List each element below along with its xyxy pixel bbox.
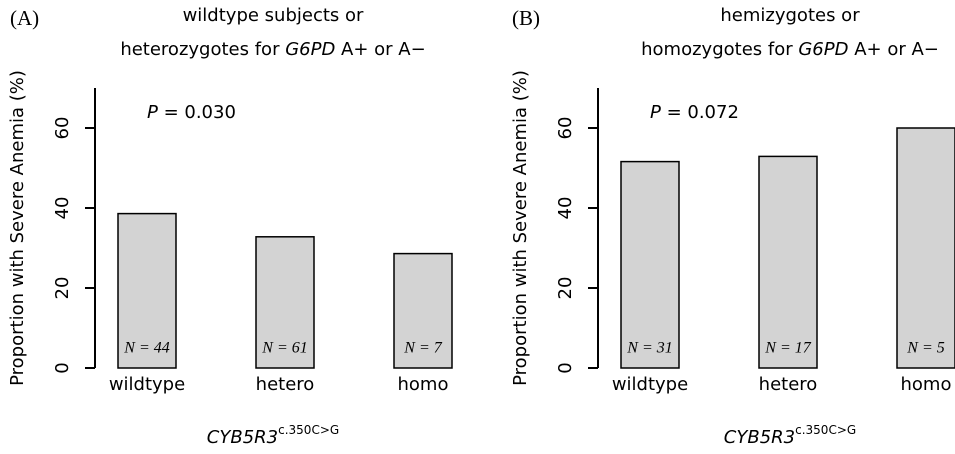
- annotation-part: P: [147, 102, 158, 123]
- x-axis-label: CYB5R3c.350C>G: [207, 423, 339, 449]
- annotation: P = 0.030: [147, 102, 236, 123]
- annotation-part: P: [650, 102, 661, 123]
- bar: [393, 252, 453, 369]
- title-part: G6PD: [798, 39, 848, 60]
- y-tick-label: 60: [555, 117, 576, 140]
- y-axis-label: Proportion with Severe Anemia (%): [7, 70, 28, 386]
- bar: [758, 155, 818, 369]
- annotation: P = 0.072: [650, 102, 739, 123]
- title-part: A+ or A−: [848, 39, 938, 60]
- x-tick-label: homo: [901, 374, 952, 395]
- y-tick-label: 0: [52, 362, 73, 373]
- title-line: wildtype subjects or: [183, 5, 364, 26]
- panel-label: (B): [512, 6, 540, 30]
- title-part: heterozygotes for: [120, 39, 285, 60]
- y-tick-label: 60: [52, 117, 73, 140]
- y-tick-label: 40: [52, 197, 73, 220]
- annotation-part: = 0.030: [158, 102, 236, 123]
- x-axis-label-sup: c.350C>G: [278, 423, 339, 437]
- y-tick-label: 40: [555, 197, 576, 220]
- value-label: N = 17: [764, 340, 811, 357]
- title-part: A+ or A−: [335, 39, 425, 60]
- title-part: homozygotes for: [641, 39, 798, 60]
- x-tick-label: wildtype: [612, 374, 688, 395]
- y-tick-label: 20: [52, 277, 73, 300]
- y-axis-label: Proportion with Severe Anemia (%): [510, 70, 531, 386]
- value-label: N = 31: [626, 340, 672, 357]
- value-label: N = 61: [261, 340, 307, 357]
- title-line: hemizygotes or: [720, 5, 860, 26]
- x-axis-label-main: CYB5R3: [724, 427, 795, 448]
- title-line: homozygotes for G6PD A+ or A−: [641, 39, 939, 60]
- y-tick-label: 20: [555, 277, 576, 300]
- title-part: G6PD: [285, 39, 335, 60]
- x-axis-label: CYB5R3c.350C>G: [724, 423, 856, 449]
- value-label: N = 7: [403, 340, 442, 357]
- title-line: heterozygotes for G6PD A+ or A−: [120, 39, 425, 60]
- x-axis-label-sup: c.350C>G: [795, 423, 856, 437]
- value-label: N = 5: [906, 340, 944, 357]
- x-tick-label: hetero: [256, 374, 315, 395]
- bar: [117, 212, 177, 369]
- bar: [255, 236, 315, 369]
- x-tick-label: wildtype: [109, 374, 185, 395]
- x-tick-label: homo: [398, 374, 449, 395]
- x-axis-label-main: CYB5R3: [207, 427, 278, 448]
- panel-label: (A): [10, 6, 39, 30]
- value-label: N = 44: [123, 340, 169, 357]
- x-tick-label: hetero: [759, 374, 818, 395]
- bar: [896, 127, 955, 369]
- annotation-part: = 0.072: [661, 102, 739, 123]
- bar: [620, 160, 680, 369]
- y-tick-label: 0: [555, 362, 576, 373]
